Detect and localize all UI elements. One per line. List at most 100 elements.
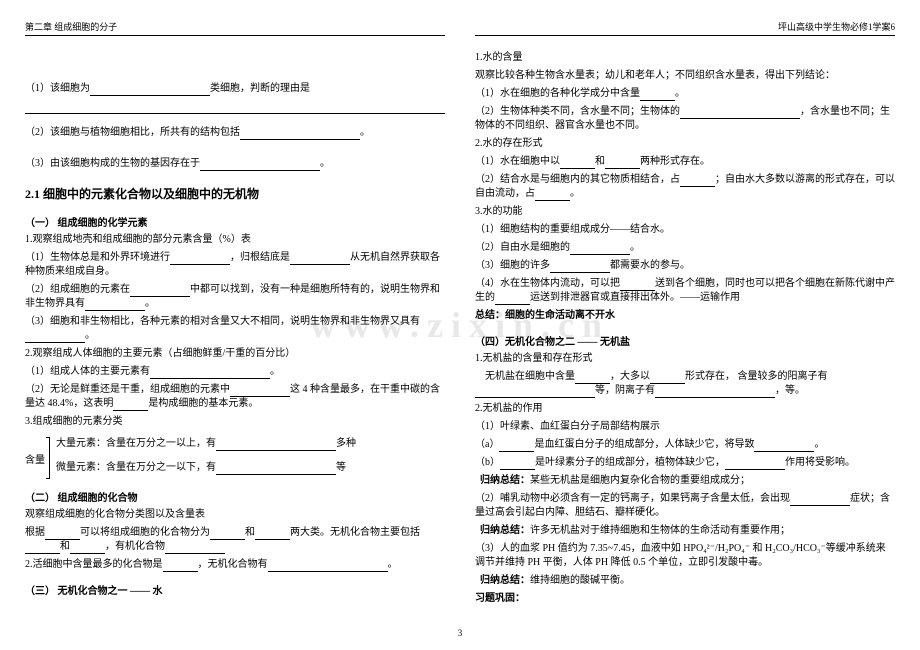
s1-3: 3.组成细胞的元素分类 [25,415,445,429]
s1-2-2-a: （2）无论是鲜重还是干重，组成细胞的元素中 [25,384,230,395]
r2-1-b: 和 [595,156,605,167]
summary3: 归纳总结：许多无机盐对于维持细胞和生物体的生命活动有重要作用； [475,524,895,538]
s1-3-a: 大量元素：含量在万分之一以上，有 多种 [56,437,356,451]
header-right-text: 坪山高级中学生物必修1学案6 [778,20,895,33]
s1-3-b-end: 等 [336,462,346,473]
r1-1: 观察比较各种生物含水量表；幼儿和老年人；不同组织含水量表，得出下列结论： [475,69,895,83]
r3-2-a: （2）自由水是细胞的 [475,242,570,253]
r1-1-1-b: 。 [675,88,685,99]
s1-3-b: 微量元素：含量在万分之一以下，有 等 [56,461,356,475]
header-left-text: 第二章 组成细胞的分子 [25,20,117,33]
s2-1-c: 和 [245,527,255,538]
r1-1-1: （1）水在细胞的各种化学成分中含量 。 [475,87,895,101]
practice-label: 习题巩固： [475,592,895,606]
s1-1-2-c: 。 [145,298,155,309]
r3-1: （1）细胞结构的重要组成成分——结合水。 [475,223,895,237]
section-4-title: （四）无机化合物之二 —— 无机盐 [475,333,895,348]
r2-1-a: （1）水在细胞中以 [475,156,560,167]
s4-2-1-a-lbl: （a） [475,439,499,450]
summary2-text: 某些无机盐是细胞内复杂化合物的重要组成成分； [530,475,750,486]
s1-2-1: （1）组成人体的主要元素有 。 [25,365,445,379]
s1-2-2-c: 是构成细胞的基本元素。 [148,398,258,409]
summary1: 总结：细胞的生命活动离不开水 [475,309,895,323]
left-column: 第二章 组成细胞的分子 （1）该细胞为 类细胞，判断的理由是 （2）该细胞与植物细… [25,20,445,630]
s2-1-a: 根据 [25,527,45,538]
s1-1-2-a: （2）组成细胞的元素在 [25,284,130,295]
s4-1-1-d: 等，阴离子有 [595,385,655,396]
s1-2-1-a: （1）组成人体的主要元素有 [25,366,150,377]
s2-2-b: ，无机化合物有 [198,559,268,570]
s2-1-e: 和 [60,541,70,552]
s1-3-a-txt: 大量元素：含量在万分之一以上，有 [56,438,216,449]
right-header: 坪山高级中学生物必修1学案6 [475,20,895,36]
s4-2-3: （3）人的血浆 PH 值约为 7.35~7.45，血液中如 HPO₄²⁻/H₂P… [475,542,895,570]
section-2-title: （二） 组成细胞的化合物 [25,489,445,504]
r2-2-a: （2）结合水是与细胞内的其它物质相结合，占 [475,174,680,185]
s4-2-2: （2）哺乳动物中必须含有一定的钙离子，如果钙离子含量太低，会出现症状；含量过高会… [475,492,895,520]
s4-2-1-b-lbl: （b） [475,457,500,468]
q3-text: （3）由该细胞构成的生物的基因存在于 [25,158,200,169]
s2-1-d: 两大类。无机化合物主要包括 [290,527,420,538]
s1-3-b-txt: 微量元素：含量在万分之一以下，有 [56,462,216,473]
s2-intro: 观察组成细胞的化合物分类图以及含量表 [25,508,445,522]
r2-2-c: 。 [570,188,580,199]
summary3-text: 许多无机盐对于维持细胞和生物体的生命活动有重要作用； [530,525,790,536]
summary2-label: 归纳总结： [480,475,530,486]
r1-1-2: （2）生物体种类不同，含水量不同；生物体的，含水量也不同；生物体的不同组织、器官… [475,105,895,133]
bracket-group: 含量 大量元素：含量在万分之一以上，有 多种 微量元素：含量在万分之一以下，有 等 [25,437,445,479]
s1-1-1-a: （1）生物体总是和外界环境进行 [25,252,170,263]
r3-2-b: 。 [630,242,640,253]
r2-1: （1）水在细胞中以 和 两种形式存在。 [475,155,895,169]
s4-1-1: 无机盐在细胞中含量，大多以形式存在， 含量较多的阳离子有等，阴离子有，等。 [475,370,895,398]
s1-1-3: （3）细胞和非生物相比，各种元素的相对含量又大不相同，说明生物界和非生物界又具有… [25,315,445,343]
s2-2: 2.活细胞中含量最多的化合物是 ，无机化合物有 。 [25,558,445,572]
r3-3: （3）细胞的许多 都需要水的参与。 [475,259,895,273]
bracket-label: 含量 [25,451,45,466]
r2: 2.水的存在形式 [475,137,895,151]
r3-4: （4）水在生物体内流动，可以把送到各个细胞，同时也可以把各个细胞在新陈代谢中产生… [475,277,895,305]
s1-2-1-b: 。 [270,366,280,377]
s4-1-1-e: ，等。 [775,385,805,396]
left-header: 第二章 组成细胞的分子 [25,20,445,36]
s1-1-1-b: ，归根结底是 [230,252,290,263]
s4-2-1-a-end: 。 [814,439,824,450]
s4-2: 2.无机盐的作用 [475,402,895,416]
r1-1-1-a: （1）水在细胞的各种化学成分中含量 [475,88,640,99]
r2-2: （2）结合水是与细胞内的其它物质相结合，占；自由水大多数以游离的形式存在，可以自… [475,173,895,201]
r3-3-b: 都需要水的参与。 [610,260,690,271]
s1-2: 2.观察组成人体细胞的主要元素（占细胞鲜重/干重的百分比） [25,347,445,361]
r3-3-a: （3）细胞的许多 [475,260,550,271]
r2-1-c: 两种形式存在。 [640,156,710,167]
summary3-label: 归纳总结： [480,525,530,536]
s4-2-1-b: （b）是叶绿素分子的组成部分，植物体缺少它，作用将受影响。 [475,456,895,470]
s4-2-1-b-mid: 是叶绿素分子的组成部分，植物体缺少它， [535,457,725,468]
s2-2-c: 。 [388,559,398,570]
section-3-title: （三） 无机化合物之一 —— 水 [25,582,445,597]
q1-suffix: 类细胞，判断的理由是 [210,83,310,94]
s1-3-a-end: 多种 [336,438,356,449]
summary1-label: 总结： [475,310,505,321]
s2-1-f: ，有机化合物 [105,541,165,552]
s2-1: 根据可以将组成细胞的化合物分为和两大类。无机化合物主要包括和，有机化合物 [25,526,445,554]
q2-text: （2）该细胞与植物细胞相比，所共有的结构包括 [25,127,240,138]
s4-2-1-a: （a）是血红蛋白分子的组成部分，人体缺少它，将导致。 [475,438,895,452]
s1-1-3-b: 。 [85,330,95,341]
s4-1-1-b: ，大多以 [610,371,650,382]
summary4-label: 归纳总结： [480,575,530,586]
section-1-title: （一） 组成细胞的化学元素 [25,214,445,229]
s1-1: 1.观察组成地壳和组成细胞的部分元素含量（%）表 [25,233,445,247]
q1-line: （1）该细胞为 类细胞，判断的理由是 [25,81,445,96]
r3-4-a: （4）水在生物体内流动，可以把 [475,278,620,289]
s2-2-a: 2.活细胞中含量最多的化合物是 [25,559,163,570]
page-container: 第二章 组成细胞的分子 （1）该细胞为 类细胞，判断的理由是 （2）该细胞与植物细… [0,0,920,650]
s1-1-3-a: （3）细胞和非生物相比，各种元素的相对含量又大不相同，说明生物界和非生物界又具有 [25,316,420,327]
q2-line: （2）该细胞与植物细胞相比，所共有的结构包括 。 [25,125,445,140]
r3: 3.水的功能 [475,205,895,219]
s4-1: 1.无机盐的含量和存在形式 [475,352,895,366]
q1-text: （1）该细胞为 [25,83,90,94]
summary2: 归纳总结：某些无机盐是细胞内复杂化合物的重要组成成分； [475,474,895,488]
right-column: 坪山高级中学生物必修1学案6 1.水的含量 观察比较各种生物含水量表；幼儿和老年… [475,20,895,630]
q3-suffix: 。 [320,158,330,169]
q2-suffix: 。 [360,127,370,138]
r3-2: （2）自由水是细胞的 。 [475,241,895,255]
